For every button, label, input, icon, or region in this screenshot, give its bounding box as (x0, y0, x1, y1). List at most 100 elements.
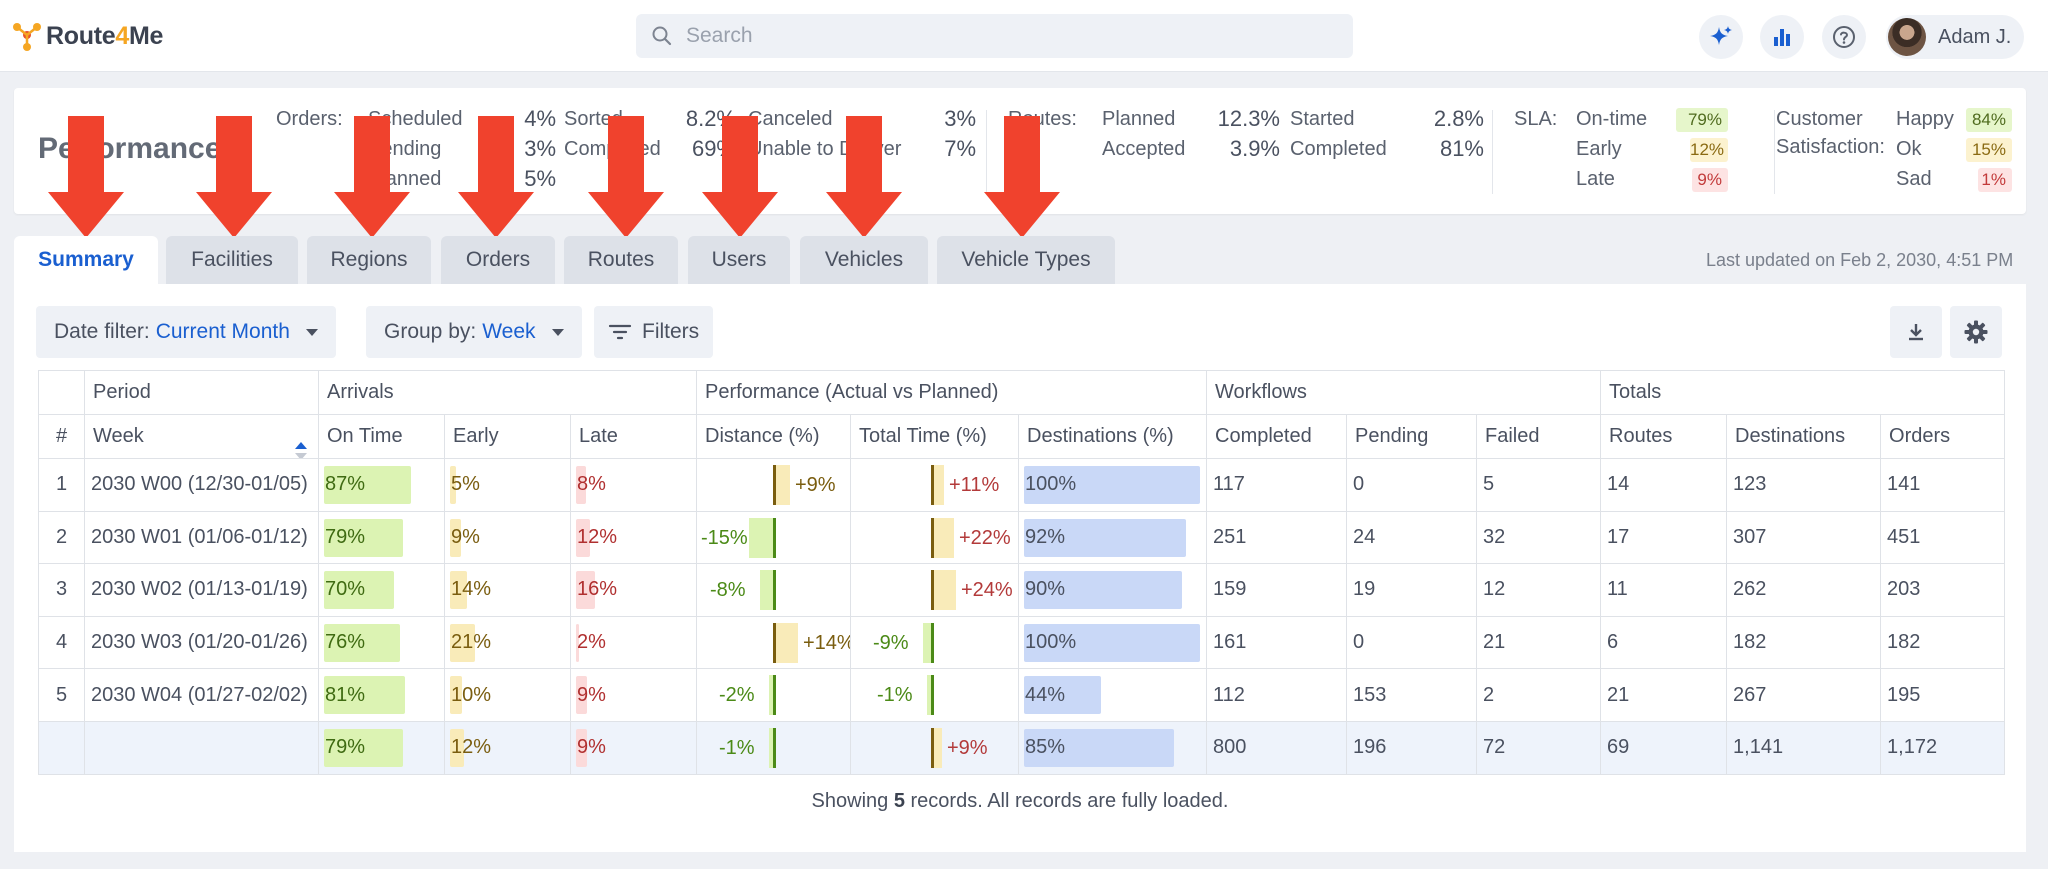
red-arrow (196, 116, 272, 238)
pending-cell: 0 (1346, 458, 1478, 512)
tab-routes[interactable]: Routes (564, 236, 678, 284)
table-row[interactable]: 4 2030 W03 (01/20-01/26) 76% 21% 2% +14% -9% 10… (38, 615, 2006, 670)
column-header-completed[interactable]: Completed (1206, 414, 1348, 459)
destinations-pct-cell-bar (1024, 728, 1174, 767)
tab-summary[interactable]: Summary (14, 236, 158, 284)
late-cell-value: 16% (577, 578, 618, 601)
column-header-on-time[interactable]: On Time (318, 414, 445, 459)
column-header-routes[interactable]: Routes (1600, 414, 1728, 459)
distance-cell-value: +14% (803, 631, 851, 654)
table-row[interactable]: 2 2030 W01 (01/06-01/12) 79% 9% 12% -15% +22% 9… (38, 510, 2006, 565)
group-by-dropdown[interactable]: Group by: Week (366, 306, 582, 358)
on-time-cell-bar (324, 518, 403, 557)
distance-cell: -8% (696, 563, 851, 617)
destinations-pct-cell-value: 44% (1025, 683, 1066, 706)
date-filter-dropdown[interactable]: Date filter: Current Month (36, 306, 336, 358)
destinations-pct-cell: 44% (1017, 668, 1208, 722)
sla-ontime-badge: 79% (1676, 108, 1728, 132)
distance-cell: +14% (696, 615, 851, 670)
orders-scheduled-label: Scheduled (368, 108, 463, 130)
total-time-cell-bar (934, 727, 942, 768)
search-box[interactable] (636, 14, 1353, 58)
date-filter-label: Date filter: (54, 320, 150, 343)
column-header-distance[interactable]: Distance (%) (696, 414, 851, 459)
total-time-cell-value: +11% (949, 474, 1000, 496)
summary-panel: Date filter: Current Month Group by: Wee… (14, 284, 2026, 852)
total-time-cell-axis (931, 727, 934, 768)
late-cell: 9% (570, 668, 697, 722)
tab-facilities[interactable]: Facilities (166, 236, 298, 284)
tab-vehicle-types[interactable]: Vehicle Types (937, 236, 1115, 284)
column-header-row: # Week On Time Early Late Distance (%) T… (38, 414, 2006, 459)
filters-button[interactable]: Filters (594, 306, 714, 358)
distance-cell-bar (769, 675, 773, 716)
on-time-cell-value: 81% (325, 683, 366, 706)
distance-cell: -1% (696, 720, 851, 775)
total-time-cell-value: -1% (877, 684, 913, 707)
settings-button[interactable] (1950, 306, 2002, 358)
column-header-num[interactable]: # (38, 414, 85, 459)
early-cell: 21% (444, 615, 571, 670)
column-header-destinations[interactable]: Destinations (1726, 414, 1882, 459)
pending-cell: 19 (1346, 563, 1478, 617)
failed-cell: 21 (1476, 615, 1602, 670)
filters-label: Filters (642, 320, 700, 343)
column-header-total-time[interactable]: Total Time (%) (850, 414, 1019, 459)
tab-regions[interactable]: Regions (307, 236, 431, 284)
total-time-cell: +9% (850, 720, 1019, 775)
early-cell-bar (450, 728, 464, 767)
early-cell-bar (450, 676, 462, 715)
total-time-cell: -9% (850, 615, 1019, 670)
satisfaction-ok-label: Ok (1896, 138, 1922, 160)
sort-icon[interactable] (294, 441, 308, 459)
help-icon (1833, 26, 1855, 48)
tab-users[interactable]: Users (688, 236, 790, 284)
download-button[interactable] (1890, 306, 1942, 358)
distance-cell-axis (773, 465, 776, 505)
satisfaction-sad-label: Sad (1896, 168, 1932, 190)
logo[interactable]: Route4Me (10, 14, 163, 58)
destinations-pct-cell-value: 100% (1025, 631, 1077, 654)
on-time-cell-bar (324, 466, 411, 504)
routes-cell: 6 (1600, 615, 1728, 670)
column-header-late[interactable]: Late (570, 414, 697, 459)
table-row[interactable]: 3 2030 W02 (01/13-01/19) 70% 14% 16% -8% +24% 9… (38, 563, 2006, 617)
group-header-row: Period Arrivals Performance (Actual vs P… (38, 370, 2006, 415)
help-button[interactable] (1822, 15, 1866, 59)
late-cell-bar (576, 518, 590, 557)
column-header-pending[interactable]: Pending (1346, 414, 1478, 459)
column-header-week[interactable]: Week (84, 414, 319, 459)
tab-vehicles[interactable]: Vehicles (800, 236, 928, 284)
early-cell-value: 21% (451, 631, 492, 654)
tab-orders[interactable]: Orders (441, 236, 555, 284)
totals-row[interactable]: 79% 12% 9% -1% +9% 85% 800 196 72 69 1,141 1,172 (38, 720, 2006, 775)
destinations-cell: 182 (1726, 615, 1882, 670)
analytics-button[interactable] (1760, 15, 1804, 59)
column-header-destinations-pct[interactable]: Destinations (%) (1017, 414, 1208, 459)
group-header-performance: Performance (Actual vs Planned) (695, 370, 1208, 415)
column-header-early[interactable]: Early (444, 414, 571, 459)
routes-completed-value: 81% (1439, 136, 1484, 161)
column-header-failed[interactable]: Failed (1476, 414, 1602, 459)
routes-completed-label: Completed (1290, 138, 1387, 160)
early-cell-value: 10% (451, 683, 492, 706)
table-row[interactable]: 5 2030 W04 (01/27-02/02) 81% 10% 9% -2% -1% 44%… (38, 668, 2006, 722)
search-input[interactable] (686, 24, 1326, 48)
early-cell-bar (450, 571, 467, 610)
column-header-orders[interactable]: Orders (1880, 414, 2006, 459)
on-time-cell-bar (324, 676, 405, 715)
user-menu[interactable]: Adam J. (1886, 15, 2024, 59)
late-cell: 8% (570, 458, 697, 512)
completed-cell: 161 (1206, 615, 1348, 670)
early-cell-value: 14% (451, 578, 492, 601)
total-time-cell-axis (931, 517, 934, 558)
table-row[interactable]: 1 2030 W00 (12/30-01/05) 87% 5% 8% +9% +11% 100… (38, 458, 2006, 512)
records-count: 5 (893, 790, 905, 812)
late-cell-bar (576, 676, 587, 715)
distance-cell-value: -1% (719, 736, 755, 759)
late-cell-bar (576, 466, 586, 504)
on-time-cell-value: 79% (325, 525, 366, 548)
destinations-cell: 1,141 (1726, 720, 1882, 775)
ai-assistant-button[interactable] (1699, 15, 1743, 59)
total-time-cell-value: -9% (873, 631, 909, 654)
